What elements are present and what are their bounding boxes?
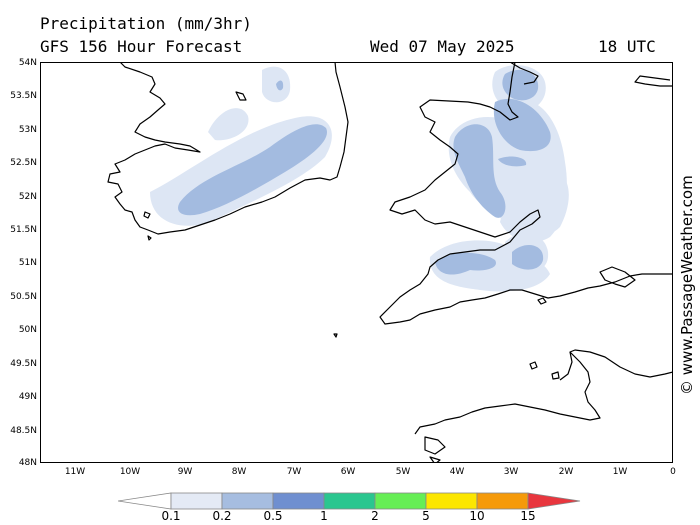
map-canvas — [107, 62, 673, 463]
legend-tick-0-2: 0.2 — [212, 509, 232, 523]
legend-tick-5: 5 — [422, 509, 430, 523]
lon-label-9w: 9W — [177, 467, 193, 477]
lat-label-50-5n: 50.5N — [10, 292, 37, 302]
ireland-northwest-inlet — [235, 91, 247, 101]
lon-label-1w: 1W — [612, 467, 628, 477]
legend-tick-0-1: 0.1 — [161, 509, 181, 523]
legend-tick-1: 1 — [320, 509, 328, 523]
legend-segment-2 — [374, 492, 427, 510]
precip-core-ireland-south — [178, 124, 327, 216]
lat-label-50n: 50N — [18, 325, 37, 335]
lat-label-49n: 49N — [18, 392, 37, 402]
precip-area-ireland-north — [208, 108, 249, 141]
precip-core-southwest — [435, 252, 496, 275]
forecast-time: 18 UTC — [598, 37, 656, 56]
lat-label-54n: 54N — [18, 58, 37, 68]
lat-label-52n: 52N — [18, 192, 37, 202]
lat-label-48-5n: 48.5N — [10, 426, 37, 436]
legend-segment-0-1 — [170, 492, 223, 510]
thames-estuary — [599, 266, 636, 288]
title-line-1: Precipitation (mm/3hr) — [40, 14, 252, 33]
lon-label-11w: 11W — [64, 467, 86, 477]
legend-tick-0-5: 0.5 — [263, 509, 283, 523]
precip-core-ireland-north — [276, 80, 284, 91]
lon-label-8w: 8W — [231, 467, 247, 477]
precip-core-english-midlands — [493, 98, 551, 152]
legend-segment-10 — [476, 492, 529, 510]
ireland-coastline — [107, 62, 349, 235]
isle-of-wight — [537, 297, 547, 305]
scilly-isles — [333, 333, 338, 338]
ireland-west-islands — [143, 211, 152, 241]
precip-core-wales — [453, 124, 506, 218]
legend-tick-15: 15 — [520, 509, 536, 523]
lat-label-53-5n: 53.5N — [10, 91, 37, 101]
legend-segment-0-5 — [272, 492, 325, 510]
precip-core-south-coast — [512, 245, 544, 270]
lat-label-52-5n: 52.5N — [10, 158, 37, 168]
lat-label-48n: 48N — [18, 458, 37, 468]
lon-label-0: 0 — [670, 467, 676, 477]
legend-colorbar — [118, 492, 581, 510]
cotentin-peninsula — [559, 351, 573, 381]
legend-segment-0-2 — [221, 492, 274, 510]
legend-segment-5 — [425, 492, 478, 510]
brittany-coastline — [414, 349, 673, 435]
lon-label-3w: 3W — [503, 467, 519, 477]
lon-label-7w: 7W — [286, 467, 302, 477]
lon-label-4w: 4W — [449, 467, 465, 477]
legend-segment-1 — [323, 492, 376, 510]
brittany-islands — [424, 436, 446, 463]
forecast-date: Wed 07 May 2025 — [370, 37, 515, 56]
lat-label-49-5n: 49.5N — [10, 359, 37, 369]
lon-label-5w: 5W — [395, 467, 411, 477]
lat-label-53n: 53N — [18, 125, 37, 135]
great-britain-coastline — [379, 62, 673, 325]
legend-tick-10: 10 — [469, 509, 485, 523]
precip-core-northwest-england — [502, 69, 539, 101]
lon-label-6w: 6W — [340, 467, 356, 477]
precip-core-midlands-south — [498, 156, 527, 167]
credit-text: © www.PassageWeather.com — [678, 175, 696, 395]
coastlines — [107, 62, 673, 463]
title-line-2: GFS 156 Hour Forecast — [40, 37, 243, 56]
legend-segment-above-15 — [527, 492, 581, 510]
legend-segment-below-0-1 — [118, 492, 172, 510]
legend-tick-2: 2 — [371, 509, 379, 523]
lat-label-51-5n: 51.5N — [10, 225, 37, 235]
lon-label-2w: 2W — [558, 467, 574, 477]
precip-medium-areas — [178, 69, 551, 275]
channel-islands — [529, 361, 560, 380]
lon-label-10w: 10W — [119, 467, 141, 477]
east-anglia-coast — [634, 75, 673, 87]
england-north-east-coast — [509, 62, 539, 85]
map-frame — [40, 62, 673, 463]
lat-label-51n: 51N — [18, 258, 37, 268]
